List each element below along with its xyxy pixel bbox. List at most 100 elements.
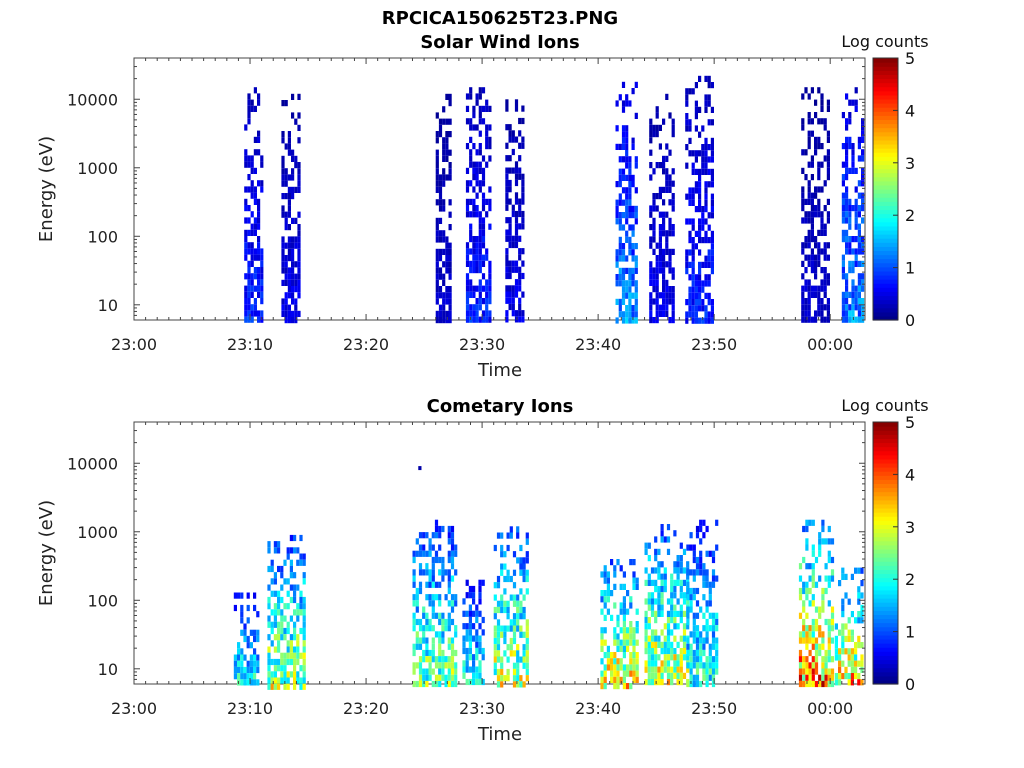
- data-cell: [824, 587, 828, 595]
- data-cell: [450, 606, 455, 613]
- data-cell: [827, 538, 831, 545]
- data-cell: [838, 629, 842, 636]
- data-cell: [267, 541, 271, 548]
- data-cell: [438, 267, 443, 274]
- data-cell: [798, 680, 803, 688]
- data-cell: [621, 143, 626, 150]
- data-cell: [431, 569, 435, 576]
- data-cell: [447, 581, 451, 588]
- data-cell: [841, 161, 845, 168]
- data-cell: [699, 662, 703, 669]
- data-cell: [260, 161, 264, 168]
- data-cell: [253, 666, 257, 674]
- data-cell: [650, 629, 655, 636]
- data-cell: [861, 310, 865, 317]
- data-cell: [505, 192, 509, 199]
- data-cell: [462, 623, 466, 630]
- data-cell: [670, 604, 674, 611]
- colorbar-tick-label: 5: [905, 49, 915, 68]
- data-cell: [824, 538, 828, 545]
- data-cell: [854, 298, 858, 305]
- burst-0: [244, 87, 264, 323]
- data-cell: [302, 596, 306, 604]
- data-cell: [807, 254, 811, 261]
- data-cell: [619, 583, 623, 590]
- colorbar-segment: [873, 131, 898, 137]
- data-cell: [848, 211, 852, 218]
- data-cell: [628, 224, 632, 231]
- data-cell: [514, 241, 519, 249]
- data-cell: [850, 573, 854, 580]
- data-cell: [810, 155, 814, 162]
- data-cell: [469, 87, 473, 94]
- data-cell: [715, 544, 719, 551]
- data-cell: [508, 155, 512, 162]
- data-cell: [810, 87, 814, 94]
- data-cell: [701, 144, 705, 151]
- data-cell: [512, 662, 517, 669]
- data-cell: [662, 292, 666, 299]
- data-cell: [247, 316, 251, 323]
- data-cell: [619, 676, 623, 683]
- data-cell: [244, 242, 248, 249]
- data-cell: [428, 600, 432, 607]
- data-cell: [454, 569, 458, 576]
- data-cell: [665, 93, 669, 100]
- data-cell: [841, 567, 845, 574]
- data-cell: [247, 99, 251, 106]
- data-cell: [493, 656, 497, 663]
- data-cell: [644, 567, 648, 574]
- data-cell: [625, 236, 629, 243]
- data-cell: [514, 198, 519, 205]
- x-tick-label: 00:00: [807, 335, 853, 354]
- data-cell: [695, 563, 700, 570]
- data-cell: [634, 280, 638, 287]
- data-cell: [297, 137, 301, 144]
- data-cell: [694, 317, 698, 324]
- data-cell: [820, 285, 824, 292]
- data-cell: [435, 255, 439, 262]
- data-cell: [425, 569, 429, 576]
- colorbar-segment: [873, 544, 898, 550]
- data-cell: [807, 236, 811, 243]
- data-cell: [516, 557, 520, 564]
- data-cell: [512, 637, 517, 645]
- data-cell: [465, 647, 469, 655]
- data-cell: [250, 223, 254, 230]
- colorbar-segment: [873, 70, 898, 75]
- data-cell: [462, 666, 466, 673]
- data-cell: [291, 261, 295, 268]
- data-cell: [671, 193, 675, 200]
- data-cell: [503, 588, 507, 595]
- data-cell: [807, 285, 811, 292]
- data-cell: [509, 637, 513, 645]
- data-cell: [516, 594, 520, 601]
- colorbar-tick-label: 1: [905, 623, 915, 642]
- data-cell: [472, 585, 476, 593]
- data-cell: [625, 94, 629, 101]
- data-cell: [710, 237, 714, 244]
- data-cell: [814, 136, 818, 143]
- data-cell: [670, 610, 674, 617]
- data-cell: [847, 660, 851, 667]
- data-cell: [798, 649, 803, 657]
- data-cell: [299, 652, 303, 659]
- data-cell: [708, 550, 712, 557]
- data-cell: [475, 167, 479, 174]
- data-cell: [260, 267, 264, 274]
- data-cell: [807, 143, 811, 150]
- data-cell: [694, 274, 698, 281]
- data-cell: [500, 563, 504, 570]
- data-cell: [485, 248, 489, 255]
- data-cell: [804, 267, 808, 274]
- data-cell: [629, 664, 633, 671]
- data-cell: [291, 112, 295, 119]
- data-cell: [649, 174, 653, 181]
- data-cell: [277, 646, 281, 653]
- data-cell: [412, 612, 416, 619]
- data-cell: [438, 124, 443, 131]
- data-cell: [277, 621, 281, 628]
- data-cell: [518, 248, 522, 255]
- data-cell: [447, 525, 451, 533]
- data-cell: [707, 156, 711, 163]
